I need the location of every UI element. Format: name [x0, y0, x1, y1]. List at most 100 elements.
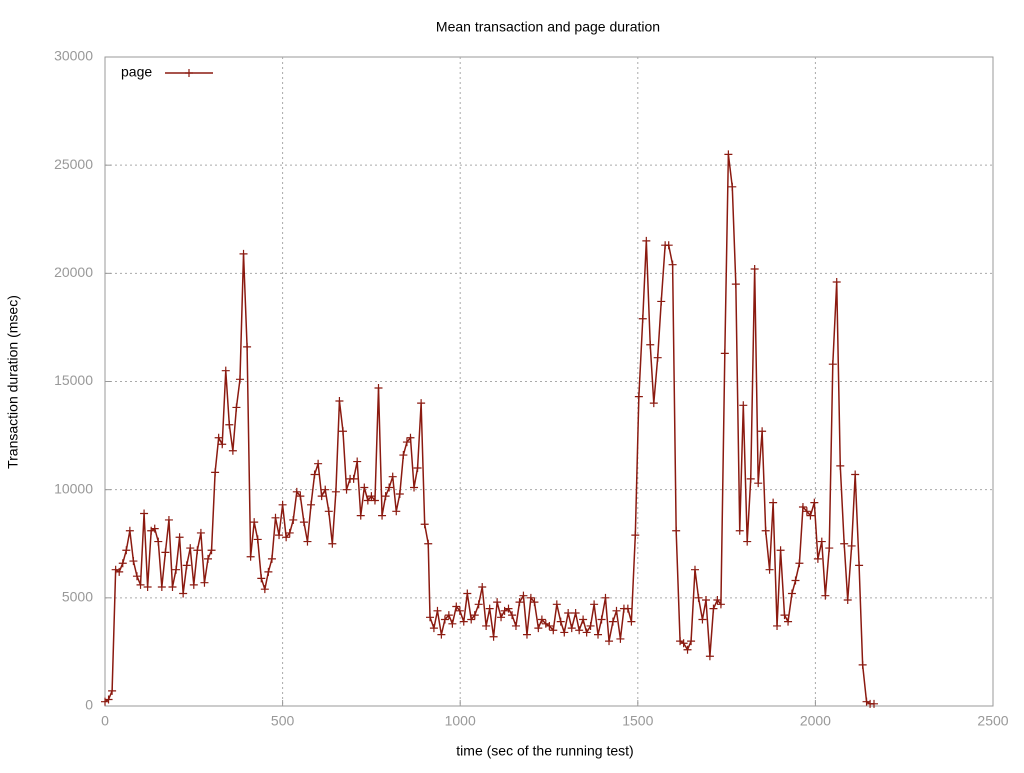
- point-marker: [289, 515, 298, 524]
- point-marker: [537, 615, 546, 624]
- point-marker: [292, 487, 301, 496]
- point-marker: [623, 604, 632, 613]
- point-marker: [582, 628, 591, 637]
- point-marker: [690, 565, 699, 574]
- point-marker: [813, 554, 822, 563]
- point-marker: [560, 628, 569, 637]
- point-marker: [526, 593, 535, 602]
- point-marker: [470, 611, 479, 620]
- point-marker: [349, 474, 358, 483]
- y-axis-label: Transaction duration (msec): [5, 295, 21, 469]
- point-marker: [104, 695, 113, 704]
- point-marker: [168, 583, 177, 592]
- point-marker: [787, 589, 796, 598]
- point-marker: [646, 340, 655, 349]
- point-marker: [299, 518, 308, 527]
- point-marker: [780, 611, 789, 620]
- point-marker: [694, 593, 703, 602]
- point-marker: [847, 541, 856, 550]
- y-tick-label: 25000: [54, 156, 93, 172]
- point-marker: [250, 518, 259, 527]
- point-marker: [567, 624, 576, 633]
- point-marker: [511, 621, 520, 630]
- point-marker: [140, 509, 149, 518]
- point-marker: [175, 533, 184, 542]
- point-marker: [392, 507, 401, 516]
- point-marker: [761, 526, 770, 535]
- point-marker: [338, 427, 347, 436]
- point-marker: [310, 470, 319, 479]
- point-marker: [353, 457, 362, 466]
- point-marker: [728, 182, 737, 191]
- point-marker: [417, 399, 426, 408]
- point-marker: [683, 645, 692, 654]
- point-marker: [455, 606, 464, 615]
- point-marker: [243, 342, 252, 351]
- point-marker: [489, 632, 498, 641]
- point-marker: [575, 626, 584, 635]
- point-marker: [478, 583, 487, 592]
- x-tick-label: 0: [101, 713, 109, 729]
- point-marker: [424, 539, 433, 548]
- point-marker: [193, 546, 202, 555]
- point-marker: [735, 526, 744, 535]
- point-marker: [111, 565, 120, 574]
- point-marker: [482, 621, 491, 630]
- point-marker: [594, 630, 603, 639]
- y-tick-label: 0: [85, 697, 93, 713]
- point-marker: [182, 561, 191, 570]
- point-marker: [363, 496, 372, 505]
- point-marker: [225, 420, 234, 429]
- point-marker: [154, 537, 163, 546]
- point-marker: [467, 615, 476, 624]
- point-marker: [406, 433, 415, 442]
- point-marker: [519, 591, 528, 600]
- point-marker: [285, 528, 294, 537]
- point-marker: [101, 697, 109, 706]
- chart-title: Mean transaction and page duration: [436, 19, 660, 35]
- point-marker: [228, 446, 237, 455]
- point-marker: [440, 615, 449, 624]
- point-marker: [500, 606, 509, 615]
- y-tick-label: 15000: [54, 372, 93, 388]
- point-marker: [851, 470, 860, 479]
- point-marker: [664, 241, 673, 250]
- point-marker: [257, 574, 266, 583]
- point-marker: [433, 606, 442, 615]
- point-marker: [129, 557, 138, 566]
- point-marker: [552, 600, 561, 609]
- point-marker: [164, 515, 173, 524]
- x-tick-label: 500: [271, 713, 295, 729]
- point-marker: [395, 489, 404, 498]
- point-marker: [186, 544, 195, 553]
- point-marker: [388, 472, 397, 481]
- point-marker: [307, 500, 316, 509]
- point-marker: [437, 630, 446, 639]
- point-marker: [642, 236, 651, 245]
- x-axis-label: time (sec of the running test): [456, 743, 633, 759]
- point-marker: [586, 621, 595, 630]
- point-marker: [743, 537, 752, 546]
- point-marker: [705, 652, 714, 661]
- point-marker: [549, 626, 558, 635]
- point-marker: [862, 697, 871, 706]
- point-marker: [143, 583, 152, 592]
- point-marker: [545, 621, 554, 630]
- point-marker: [832, 277, 841, 286]
- point-marker: [179, 589, 188, 598]
- point-marker: [485, 604, 494, 613]
- point-marker: [608, 617, 617, 626]
- point-marker: [605, 637, 614, 646]
- point-marker: [214, 433, 223, 442]
- point-marker: [196, 528, 205, 537]
- point-marker: [634, 392, 643, 401]
- point-marker: [840, 539, 849, 548]
- point-marker: [303, 537, 312, 546]
- point-marker: [579, 615, 588, 624]
- point-marker: [828, 360, 837, 369]
- point-marker: [218, 440, 227, 449]
- point-marker: [679, 639, 688, 648]
- point-marker: [564, 608, 573, 617]
- point-marker: [817, 537, 826, 546]
- point-marker: [239, 249, 248, 258]
